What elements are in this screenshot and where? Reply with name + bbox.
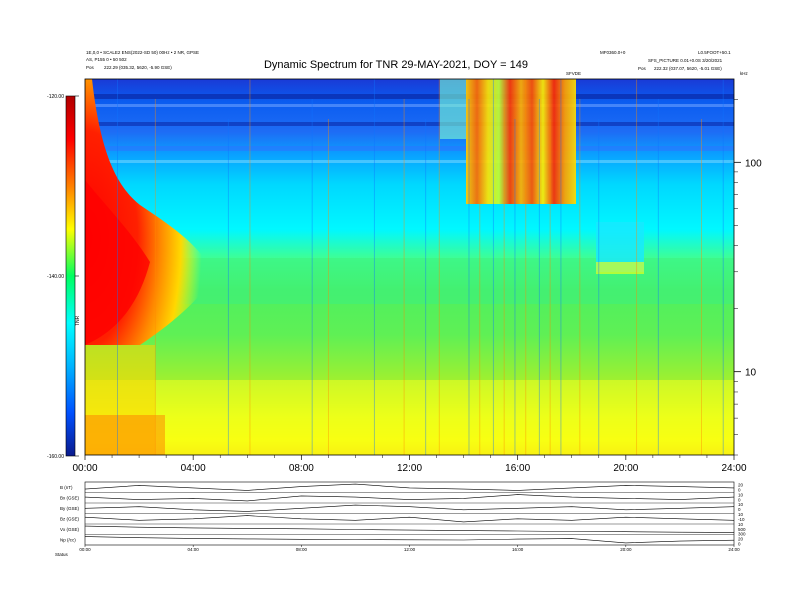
- timeseries-x-tick-label: 04:00: [188, 547, 200, 552]
- timeseries-x-tick-label: 16:00: [512, 547, 524, 552]
- green-band: [180, 258, 734, 304]
- timeseries-line: [84, 483, 735, 491]
- timeseries-right-label: 0: [738, 487, 741, 492]
- colorbar-tick-label: -140.00: [47, 274, 64, 280]
- timeseries-right-label: 300: [738, 532, 746, 537]
- timeseries-left-label: By (GSE): [60, 506, 80, 511]
- timeseries-left-label: Np (/cc): [60, 537, 76, 542]
- header-left-line3-label: Pos: [86, 65, 94, 70]
- timeseries-left-label: Bx (GSE): [60, 495, 80, 500]
- x-tick-label: 16:00: [505, 463, 530, 474]
- header-left-line3-value: 222.29 (035.32, 5620, -5.90 GSE): [104, 65, 172, 70]
- timeseries-line: [84, 525, 735, 533]
- event-tag: SFVDE: [566, 71, 582, 76]
- x-axis-ticks: 00:00 04:00 08:00 12:00 16:00 20:00 24:00: [72, 455, 747, 474]
- y-axis-ticks: 10 100: [734, 99, 762, 456]
- timeseries-x-tick-label: 20:00: [620, 547, 632, 552]
- header-right-line3-value: 222.32 (037.07, 5620, -5.01 GSE): [654, 66, 722, 71]
- header-right-top-b: L0.5FOOT+50.1: [698, 50, 731, 55]
- timeseries-line: [84, 494, 735, 502]
- corner-tag: kHz: [740, 71, 748, 76]
- x-tick-label: 24:00: [721, 463, 746, 474]
- timeseries-right-label: 0: [738, 507, 741, 512]
- timeseries-right-label: 0: [738, 542, 741, 547]
- timeseries-right-label: 10: [738, 502, 744, 507]
- header-right-top-a: MF0360.0+0: [600, 50, 626, 55]
- x-tick-label: 00:00: [72, 463, 97, 474]
- radio-storm: [466, 79, 576, 204]
- x-tick-label: 20:00: [613, 463, 638, 474]
- timeseries-right-label: 10: [738, 512, 744, 517]
- colorbar: [66, 96, 75, 456]
- timeseries-line: [84, 536, 735, 544]
- vertical-spikes: [117, 79, 724, 455]
- timeseries-lines: [84, 483, 735, 544]
- colorbar-ticks: -120.00 -140.00 -160.00: [47, 94, 79, 460]
- timeseries-right-label: 10: [738, 522, 744, 527]
- colorbar-axis-label: TNR: [75, 315, 81, 326]
- timeseries-line: [84, 504, 735, 512]
- timeseries-line: [84, 515, 735, 523]
- chart-title: Dynamic Spectrum for TNR 29-MAY-2021, DO…: [263, 59, 528, 71]
- timeseries-x-ticks: 00:00 04:00 08:00 12:00 16:00 20:00 24:00: [79, 545, 740, 552]
- timeseries-right-label: -10: [738, 517, 745, 522]
- timeseries-x-tick-label: 12:00: [404, 547, 416, 552]
- status-tag: Status: [55, 552, 69, 557]
- timeseries-right-label: 20: [738, 483, 744, 488]
- timeseries-left-label: Vx (GSE): [60, 527, 80, 532]
- x-tick-label: 12:00: [397, 463, 422, 474]
- timeseries-x-tick-label: 00:00: [79, 547, 91, 552]
- header-left-line2: AS, P155 0 • 50 502: [86, 57, 127, 62]
- timeseries-right-label: 500: [738, 527, 746, 532]
- colorbar-tick-label: -160.00: [47, 454, 64, 460]
- colorbar-tick-label: -120.00: [47, 94, 64, 100]
- spectrogram: [85, 79, 734, 455]
- y-tick-label: 10: [745, 368, 757, 379]
- timeseries-x-tick-label: 08:00: [296, 547, 308, 552]
- timeseries-left-labels: B (nT) Bx (GSE) By (GSE) Bz (GSE) Vx (GSE) Np…: [60, 485, 80, 543]
- x-tick-label: 04:00: [181, 463, 206, 474]
- header-left-line1: 1E,0,0 • SCALE2 ENS(2022-SD 50) 00Hz • 2…: [86, 50, 199, 55]
- header-right-line2: SFS_PICTURE 0.01+0.0S 3/20/2021: [648, 58, 723, 63]
- timeseries-left-label: B (nT): [60, 485, 73, 490]
- timeseries-right-label: 20: [738, 537, 744, 542]
- timeseries-right-label: 10: [738, 492, 744, 497]
- timeseries-right-label: 0: [738, 497, 741, 502]
- low-frequency-band: [85, 380, 734, 455]
- header-right-line3-label: Pos: [638, 66, 646, 71]
- x-tick-label: 08:00: [289, 463, 314, 474]
- timeseries-x-tick-label: 24:00: [728, 547, 740, 552]
- timeseries-left-label: Bz (GSE): [60, 516, 80, 521]
- y-tick-label: 100: [745, 158, 762, 169]
